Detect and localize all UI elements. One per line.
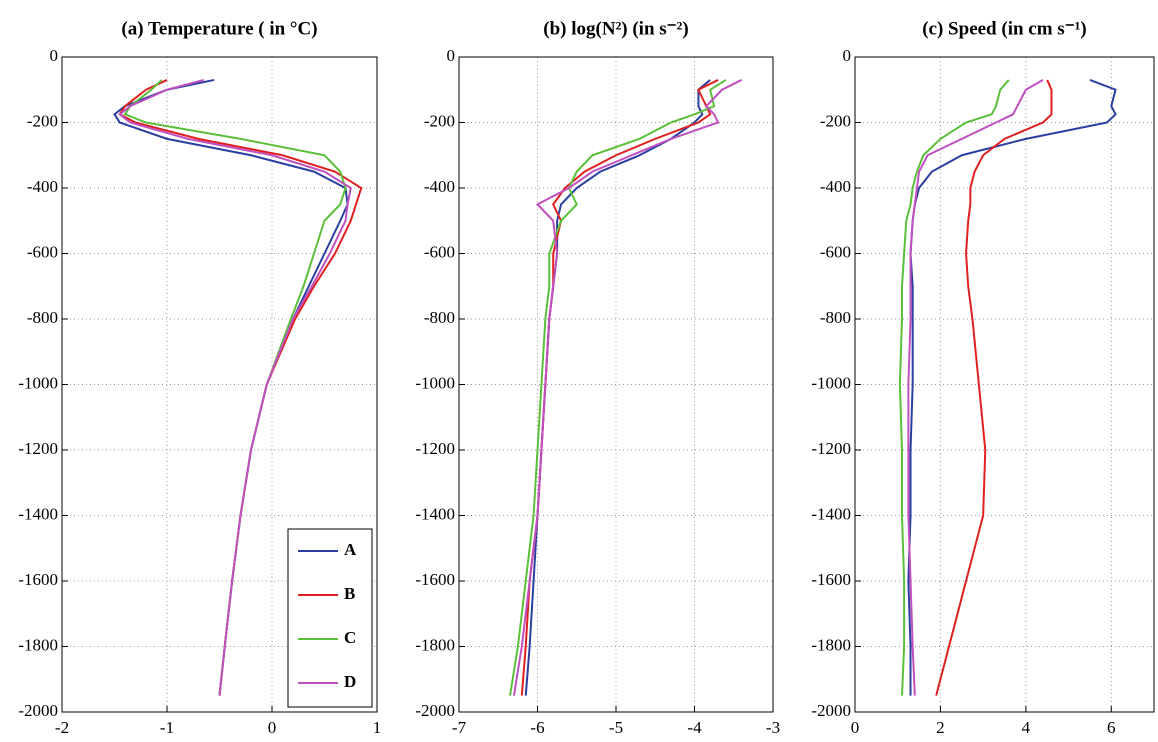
y-tick-label: -2000 [18,701,58,720]
legend-label: C [344,628,356,647]
y-tick-label: -400 [27,177,58,196]
y-tick-label: -2000 [811,701,851,720]
plot-frame [854,56,1155,713]
y-tick-label: -800 [27,308,58,327]
plot-frame [458,56,774,713]
legend-label: D [344,672,356,691]
y-tick-label: -1200 [811,439,851,458]
series-line [520,79,719,696]
series-line [512,79,743,696]
x-tick-label: -7 [452,718,467,737]
y-tick-label: 0 [447,46,456,65]
y-tick-label: 0 [843,46,852,65]
y-tick-label: -1000 [18,373,58,392]
y-tick-label: -1800 [415,635,455,654]
y-tick-label: -1800 [18,635,58,654]
x-tick-label: 6 [1107,718,1116,737]
legend-label: A [344,540,357,559]
y-tick-label: -200 [27,111,58,130]
y-tick-label: -1800 [811,635,851,654]
y-tick-label: -2000 [415,701,455,720]
y-tick-label: -200 [820,111,851,130]
x-tick-label: -2 [55,718,69,737]
y-tick-label: -1000 [811,373,851,392]
y-tick-label: -1600 [811,570,851,589]
y-tick-label: -1200 [18,439,58,458]
x-tick-label: 0 [851,718,860,737]
legend-box [287,528,373,708]
y-tick-label: -600 [820,242,851,261]
y-tick-label: -1000 [415,373,455,392]
x-tick-label: 0 [268,718,277,737]
y-tick-label: 0 [50,46,59,65]
legend-label: B [344,584,355,603]
x-tick-label: 1 [373,718,382,737]
y-tick-label: -600 [27,242,58,261]
y-tick-label: -200 [424,111,455,130]
y-tick-label: -400 [424,177,455,196]
x-tick-label: -4 [687,718,702,737]
series-line [524,79,711,696]
y-tick-label: -600 [424,242,455,261]
x-tick-label: 2 [936,718,945,737]
y-tick-label: -1600 [18,570,58,589]
y-tick-label: -400 [820,177,851,196]
x-tick-label: 4 [1022,718,1031,737]
chart-title: (c) Speed (in cm s⁻¹) [922,18,1087,39]
plot-frame [61,56,378,713]
y-tick-label: -1400 [415,504,455,523]
x-tick-label: -5 [609,718,623,737]
series-line [509,79,727,696]
series-line [935,79,1053,696]
y-tick-label: -1200 [415,439,455,458]
chart-title: (a) Temperature ( in °C) [121,18,317,39]
y-tick-label: -1400 [811,504,851,523]
series-line [118,78,352,696]
y-tick-label: -1400 [18,504,58,523]
series-line [898,79,1010,696]
y-tick-label: -1600 [415,570,455,589]
x-tick-label: -3 [766,718,780,737]
x-tick-label: -1 [160,718,174,737]
x-tick-label: -6 [530,718,544,737]
series-line [907,79,1044,696]
y-tick-label: -800 [820,308,851,327]
y-tick-label: -800 [424,308,455,327]
series-line [907,78,1117,696]
chart-title: (b) log(N²) (in s⁻²) [543,18,688,39]
